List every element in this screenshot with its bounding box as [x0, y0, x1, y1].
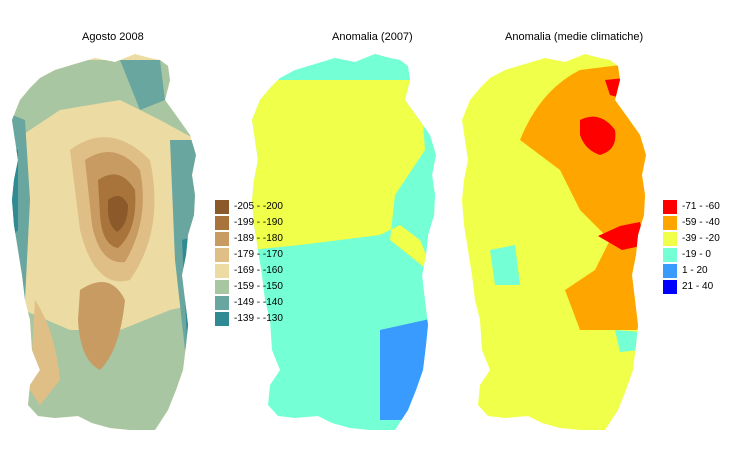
legend-swatch	[663, 200, 677, 214]
legend-label: -149 - -140	[234, 297, 283, 308]
legend-label: 1 - 20	[682, 265, 708, 276]
legend-swatch	[663, 248, 677, 262]
legend-label: -159 - -150	[234, 281, 283, 292]
legend-swatch	[215, 216, 229, 230]
legend-label: -59 - -40	[682, 217, 720, 228]
legend-label: -189 - -180	[234, 233, 283, 244]
map-title-anomaly-2007: Anomalia (2007)	[332, 31, 413, 43]
legend-swatch	[215, 232, 229, 246]
legend-label: 21 - 40	[682, 281, 714, 292]
legend-swatch	[663, 264, 677, 278]
legend-swatch	[215, 264, 229, 278]
map-title-anomaly-climate-means: Anomalia (medie climatiche)	[505, 31, 644, 43]
legend-label: -169 - -160	[234, 265, 283, 276]
map-agosto-2008	[12, 54, 196, 430]
legend-swatch	[663, 216, 677, 230]
legend-label: -139 - -130	[234, 313, 283, 324]
legend-swatch	[215, 280, 229, 294]
legend-label: -71 - -60	[682, 201, 720, 212]
legend-swatch	[215, 248, 229, 262]
legend-label: -199 - -190	[234, 217, 283, 228]
map-anomalia-2007	[252, 54, 436, 430]
map-title-august-2008: Agosto 2008	[82, 31, 144, 43]
legend-swatch	[215, 312, 229, 326]
legend-label: -205 - -200	[234, 201, 283, 212]
legend-swatch	[215, 200, 229, 214]
legend-swatch	[663, 280, 677, 294]
legend-label: -179 - -170	[234, 249, 283, 260]
map-anomalia-medie-climatiche	[462, 54, 646, 430]
legend-swatch	[215, 296, 229, 310]
legend-swatch	[663, 232, 677, 246]
legend-label: -39 - -20	[682, 233, 720, 244]
legend-label: -19 - 0	[682, 249, 711, 260]
